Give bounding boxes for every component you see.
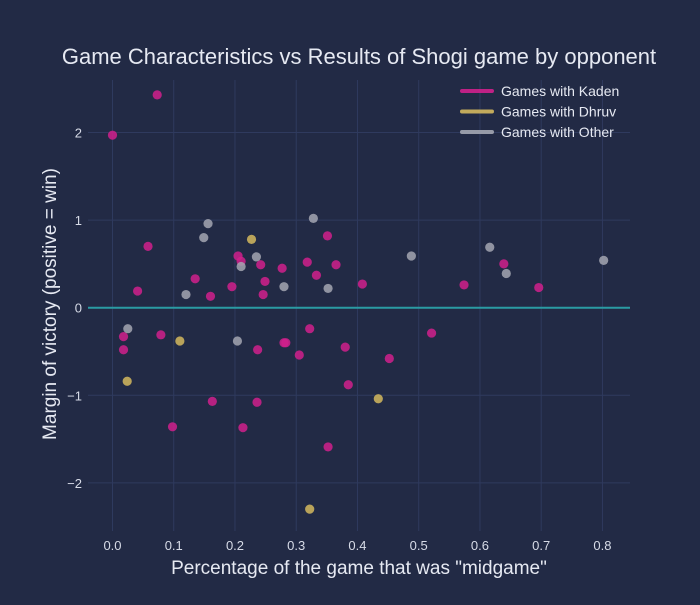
data-point bbox=[107, 130, 118, 140]
data-point bbox=[294, 350, 304, 360]
data-point bbox=[277, 263, 287, 273]
data-point bbox=[322, 231, 333, 241]
data-point bbox=[279, 282, 289, 292]
x-tick-label: 0.3 bbox=[287, 538, 305, 553]
series-2 bbox=[123, 213, 609, 346]
data-point bbox=[281, 338, 291, 348]
data-point bbox=[499, 259, 509, 269]
data-point bbox=[340, 342, 350, 352]
data-point bbox=[205, 291, 216, 301]
data-point bbox=[167, 422, 178, 432]
data-point bbox=[599, 255, 609, 265]
x-axis-title: Percentage of the game that was "midgame… bbox=[171, 558, 547, 579]
data-point bbox=[357, 279, 367, 289]
y-axis-title: Margin of victory (positive = win) bbox=[40, 168, 61, 440]
data-point bbox=[181, 289, 191, 300]
y-tick-label: 2 bbox=[75, 126, 82, 141]
data-point bbox=[373, 394, 383, 404]
data-point bbox=[331, 260, 341, 270]
data-point bbox=[199, 233, 209, 243]
chart-title: Game Characteristics vs Results of Shogi… bbox=[62, 44, 656, 69]
data-point bbox=[256, 260, 266, 270]
data-point bbox=[311, 270, 322, 280]
data-point bbox=[406, 251, 416, 261]
data-point bbox=[501, 268, 511, 279]
data-point bbox=[227, 282, 237, 292]
grid-layer bbox=[88, 80, 630, 531]
data-point bbox=[343, 380, 353, 390]
data-point bbox=[156, 330, 166, 340]
data-point bbox=[203, 219, 213, 229]
x-tick-label: 0.0 bbox=[103, 538, 121, 553]
x-tick-label: 0.2 bbox=[226, 538, 244, 553]
data-point bbox=[302, 257, 312, 267]
x-tick-label: 0.7 bbox=[532, 538, 550, 553]
data-point bbox=[426, 328, 437, 338]
x-tick-label: 0.1 bbox=[165, 538, 183, 553]
y-tick-label: −1 bbox=[67, 388, 82, 403]
data-point bbox=[175, 336, 185, 346]
y-tick-label: 1 bbox=[75, 213, 82, 228]
legend-label: Games with Kaden bbox=[501, 83, 619, 99]
data-point bbox=[459, 280, 469, 290]
data-point bbox=[123, 324, 133, 334]
x-tick-label: 0.5 bbox=[410, 538, 428, 553]
data-point bbox=[384, 353, 394, 364]
data-point bbox=[118, 331, 129, 342]
data-point bbox=[323, 283, 333, 294]
data-point bbox=[305, 324, 315, 334]
data-point bbox=[207, 396, 217, 406]
y-tick-label: 0 bbox=[75, 301, 82, 316]
data-point bbox=[305, 504, 315, 514]
data-point bbox=[260, 276, 270, 287]
series-0 bbox=[107, 90, 544, 452]
data-point bbox=[253, 345, 263, 355]
data-point bbox=[238, 423, 248, 433]
data-point bbox=[251, 252, 262, 262]
data-point bbox=[118, 345, 129, 355]
x-tick-label: 0.4 bbox=[348, 538, 366, 553]
data-point bbox=[236, 261, 246, 272]
legend-label: Games with Other bbox=[501, 124, 614, 140]
data-point bbox=[534, 282, 544, 293]
data-point bbox=[190, 274, 200, 284]
data-point bbox=[323, 442, 333, 452]
points-layer bbox=[107, 90, 609, 514]
data-point bbox=[232, 336, 243, 346]
data-point bbox=[143, 241, 153, 251]
x-tick-label: 0.8 bbox=[593, 538, 611, 553]
data-point bbox=[152, 90, 162, 100]
data-point bbox=[133, 286, 143, 296]
data-point bbox=[252, 397, 262, 407]
series-1 bbox=[122, 234, 383, 514]
y-tick-label: −2 bbox=[67, 476, 82, 491]
data-point bbox=[122, 376, 132, 386]
data-point bbox=[258, 289, 268, 300]
data-point bbox=[246, 234, 257, 244]
data-point bbox=[485, 242, 495, 252]
x-tick-label: 0.6 bbox=[471, 538, 489, 553]
legend: Games with Kaden Games with Dhruv Games wi… bbox=[460, 83, 619, 140]
legend-label: Games with Dhruv bbox=[501, 104, 616, 120]
data-point bbox=[308, 213, 318, 223]
axes-layer: 0.0 0.1 0.2 0.3 0.4 0.5 0.6 0.7 0.8 −2 −1 0 1 2 bbox=[67, 126, 611, 553]
